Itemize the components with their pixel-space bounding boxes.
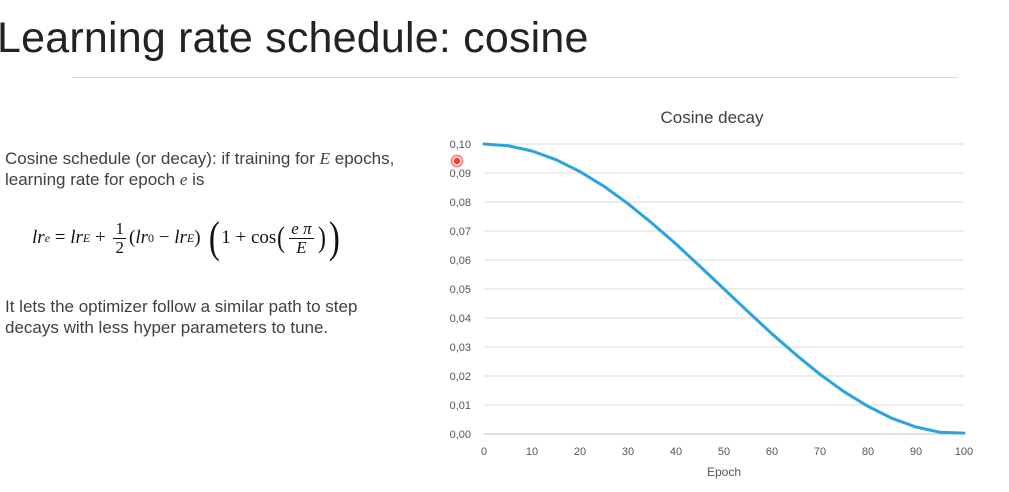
x-tick-label: 30 [622,446,634,458]
y-axis-ticks: 0,00 0,01 0,02 0,03 0,04 0,05 0,06 0,07 0,08 0,09… [450,139,471,441]
x-tick-label: 50 [718,446,730,458]
formula-lrE-sub: E [186,230,195,245]
x-tick-label: 90 [910,446,922,458]
y-tick-label: 0,00 [450,429,471,441]
formula-one-plus-cos: 1 + cos [221,227,277,248]
para1-var-e: e [179,170,188,189]
formula-lrE: lr [174,227,187,248]
formula-lhs: lr [32,227,45,248]
formula-inner-close: ) [317,221,326,254]
y-tick-label: 0,04 [450,313,471,325]
formula-minus: − [154,227,175,248]
explanation-paragraph: It lets the optimizer follow a similar p… [5,297,358,337]
chart-gridlines [484,143,964,435]
y-tick-label: 0,06 [450,255,471,267]
formula-big-close: ) [328,213,340,262]
cosine-formula: lr e = lr E + 1 2 ( lr 0 − lr E ) ( 1 + cos … [32,206,392,270]
x-axis-ticks: 0 10 20 30 40 50 60 70 80 90 100 [481,446,973,458]
x-tick-label: 70 [814,446,826,458]
x-tick-label: 80 [862,446,874,458]
formula-lr0: lr [135,227,148,248]
y-tick-label: 0,09 [450,168,471,180]
series-line [482,142,966,435]
formula-inner-open: ( [277,221,286,254]
formula-lr0-sub: 0 [148,230,154,245]
x-tick-label: 20 [574,446,586,458]
para1-mid: epochs, learning rate for epoch [5,149,395,189]
formula-lhs-sub: e [44,230,51,245]
formula-half-den: 2 [115,237,124,257]
pointer-cursor-icon [450,154,464,168]
formula-equals: = [50,227,71,248]
description-paragraph: Cosine schedule (or decay): if training … [5,148,395,190]
para1-var-E: E [319,149,331,168]
x-tick-label: 60 [766,446,778,458]
x-tick-label: 40 [670,446,682,458]
slide-title: Learning rate schedule: cosine [0,14,589,62]
formula-cos-fraction: e π E [289,218,314,257]
x-axis-label: Epoch [707,465,741,479]
formula-term1: lr [70,227,83,248]
x-tick-label: 100 [955,446,973,458]
formula-plus: + [90,227,111,248]
y-tick-label: 0,01 [450,400,471,412]
title-divider [72,77,958,78]
formula-paren-open: ( [128,227,136,248]
x-tick-label: 0 [481,446,487,458]
y-tick-label: 0,03 [450,342,471,354]
x-tick-label: 10 [526,446,538,458]
formula-half-num: 1 [113,218,126,239]
y-tick-label: 0,05 [450,284,471,296]
y-tick-label: 0,07 [450,226,471,238]
formula-term1-sub: E [82,230,91,245]
chart-series [482,142,966,435]
y-tick-label: 0,08 [450,197,471,209]
y-tick-label: 0,10 [450,139,471,151]
formula-big-open: ( [208,213,220,262]
y-tick-label: 0,02 [450,371,471,383]
formula-frac-den: E [296,237,307,257]
formula-paren-close: ) [194,227,201,248]
formula-half-fraction: 1 2 [113,218,126,257]
formula-frac-num: e π [289,218,314,239]
para1-text: Cosine schedule (or decay): if training … [5,149,320,168]
para1-end: is [187,170,205,189]
chart-title: Cosine decay [660,108,764,127]
